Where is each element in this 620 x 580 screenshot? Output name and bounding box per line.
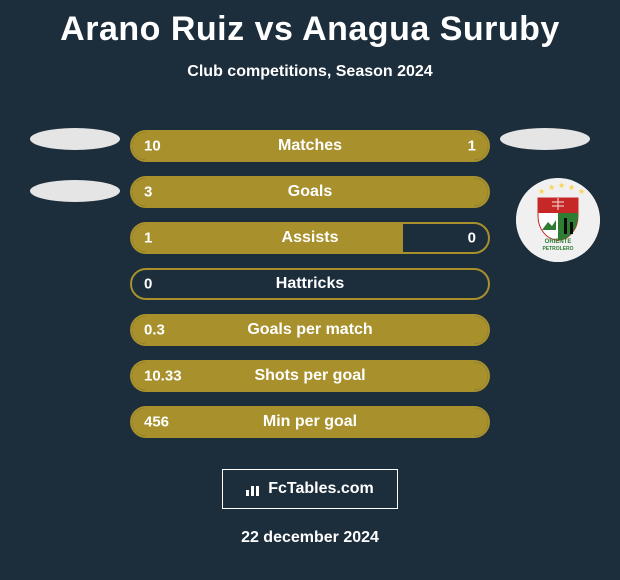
- svg-text:★: ★: [578, 187, 585, 196]
- stat-value-right: 0: [468, 230, 476, 247]
- stat-bar: 10.33 Shots per goal: [130, 360, 490, 392]
- stat-value-left: 0: [144, 276, 152, 293]
- player-left-badge-1: [30, 128, 120, 150]
- stat-row: 0 Hattricks: [0, 261, 620, 307]
- footer-date: 22 december 2024: [0, 529, 620, 547]
- club-crest-right: ★ ★ ★ ★ ★ ORIENTE PETROLERO: [516, 178, 600, 262]
- stat-bar: 0.3 Goals per match: [130, 314, 490, 346]
- crest-label: ORIENTE: [545, 239, 572, 245]
- footer-brand-text: FcTables.com: [268, 480, 374, 498]
- stats-container: 101Matches3Goals10Assists0Hattricks0.3Go…: [0, 123, 620, 445]
- page-title: Arano Ruiz vs Anagua Suruby: [0, 0, 620, 49]
- stat-value-left: 10: [144, 138, 161, 155]
- stat-bar: 456 Min per goal: [130, 406, 490, 438]
- stat-value-left: 10.33: [144, 368, 182, 385]
- player-right-badge-1: [500, 128, 590, 150]
- stat-value-left: 3: [144, 184, 152, 201]
- svg-text:★: ★: [538, 187, 545, 196]
- stat-row: 0.3 Goals per match: [0, 307, 620, 353]
- crest-svg: ★ ★ ★ ★ ★ ORIENTE PETROLERO: [516, 178, 600, 262]
- stat-bar: 3 Goals: [130, 176, 490, 208]
- fill-left: [132, 224, 403, 252]
- chart-icon: [246, 482, 264, 496]
- stat-value-left: 456: [144, 414, 169, 431]
- stat-label: Assists: [282, 229, 339, 247]
- stat-value-right: 1: [468, 138, 476, 155]
- stat-label: Goals: [288, 183, 332, 201]
- stat-label: Matches: [278, 137, 342, 155]
- player-left-badge-2: [30, 180, 120, 202]
- svg-text:★: ★: [548, 183, 555, 192]
- crest-label-2: PETROLERO: [542, 246, 573, 252]
- stat-bar: 10 1 Matches: [130, 130, 490, 162]
- stat-row: 456 Min per goal: [0, 399, 620, 445]
- stat-label: Goals per match: [247, 321, 372, 339]
- subtitle: Club competitions, Season 2024: [0, 63, 620, 81]
- stat-row: 10.33 Shots per goal: [0, 353, 620, 399]
- svg-text:★: ★: [558, 181, 565, 190]
- stat-value-left: 1: [144, 230, 152, 247]
- svg-text:★: ★: [568, 183, 575, 192]
- stat-bar: 0 Hattricks: [130, 268, 490, 300]
- stat-label: Min per goal: [263, 413, 357, 431]
- footer-brand-box[interactable]: FcTables.com: [222, 469, 398, 509]
- stat-bar: 1 0 Assists: [130, 222, 490, 254]
- stat-label: Hattricks: [276, 275, 344, 293]
- stat-label: Shots per goal: [254, 367, 365, 385]
- stat-value-left: 0.3: [144, 322, 165, 339]
